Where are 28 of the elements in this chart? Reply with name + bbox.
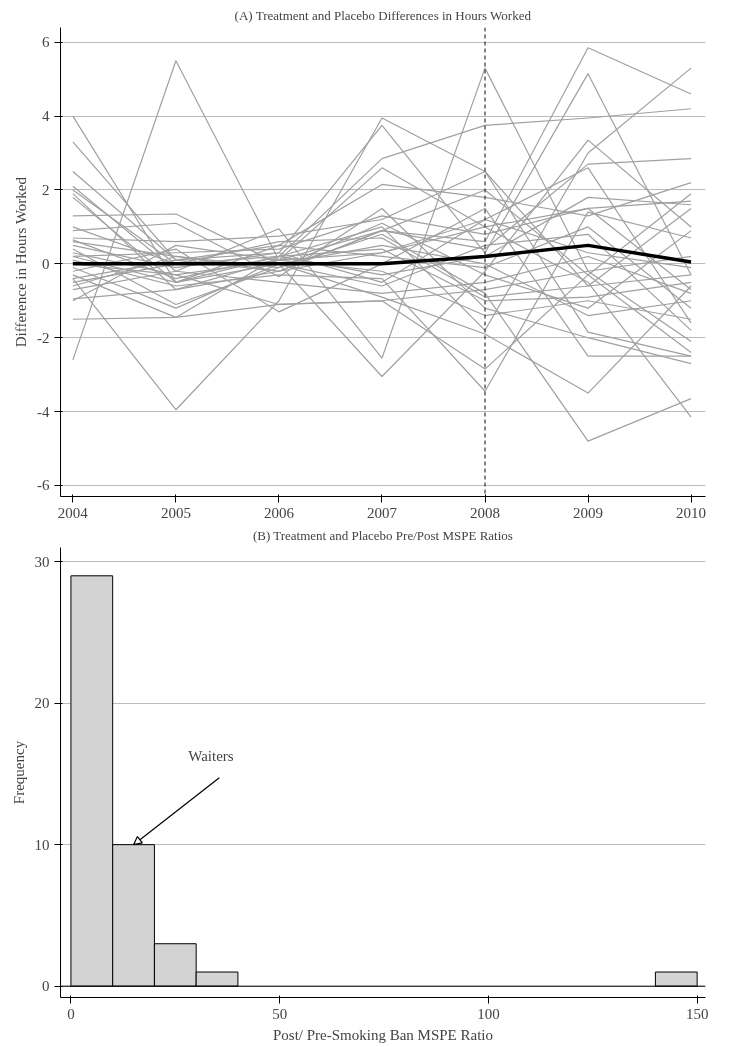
x-tick-label: 150 xyxy=(685,1005,709,1022)
y-tick-label: 2 xyxy=(42,181,50,198)
chart-title: (B) Treatment and Placebo Pre/Post MSPE Ratios xyxy=(252,527,513,543)
annotation: Waiters xyxy=(188,747,234,764)
y-tick-label: -4 xyxy=(37,403,50,420)
y-tick-label: 30 xyxy=(34,553,50,570)
y-tick-label: 0 xyxy=(42,978,50,995)
chart-title: (A) Treatment and Placebo Differences in Hours Worked xyxy=(234,7,532,23)
x-tick-label: 2008 xyxy=(470,504,500,521)
x-tick-label: 2009 xyxy=(573,504,604,521)
x-tick-label: 0 xyxy=(67,1005,75,1022)
y-tick-label: 20 xyxy=(34,695,50,712)
y-tick-label: 4 xyxy=(42,108,50,125)
x-axis-title: Post/ Pre-Smoking Ban MSPE Ratio xyxy=(272,1026,494,1043)
y-axis-title: Difference in Hours Worked xyxy=(13,176,29,348)
y-tick-label: 0 xyxy=(42,255,50,272)
y-tick-label: -6 xyxy=(37,477,50,494)
y-tick-label: 6 xyxy=(42,34,50,51)
y-tick-label: 10 xyxy=(34,836,50,853)
x-tick-label: 2010 xyxy=(676,504,707,521)
x-tick-label: 2007 xyxy=(366,504,398,521)
x-tick-label: 2006 xyxy=(263,504,295,521)
x-tick-label: 2005 xyxy=(160,504,191,521)
x-tick-label: 100 xyxy=(477,1005,500,1022)
x-tick-label: 2004 xyxy=(57,504,89,521)
y-axis-title: Frequency xyxy=(10,740,27,805)
x-tick-label: 50 xyxy=(272,1005,288,1022)
y-tick-label: -2 xyxy=(37,329,50,346)
